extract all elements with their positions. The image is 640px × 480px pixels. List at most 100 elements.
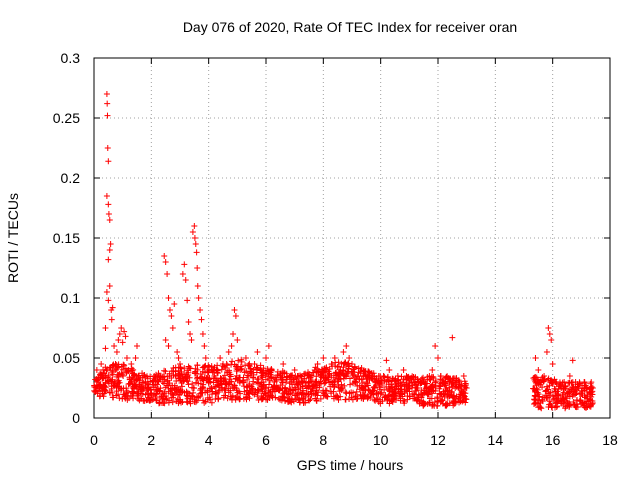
data-point xyxy=(259,386,266,393)
data-point xyxy=(338,381,345,388)
data-point xyxy=(129,385,136,391)
data-point xyxy=(374,379,381,385)
data-point xyxy=(169,399,176,406)
data-point xyxy=(291,367,298,373)
data-point xyxy=(392,391,398,397)
data-point xyxy=(589,397,596,404)
data-point xyxy=(118,325,125,331)
data-point xyxy=(314,392,321,399)
data-point xyxy=(145,385,152,391)
data-point xyxy=(572,379,579,385)
data-point xyxy=(229,358,236,365)
data-point xyxy=(365,394,372,401)
data-point xyxy=(561,386,568,393)
data-point xyxy=(166,307,173,313)
data-point xyxy=(295,381,302,388)
data-point xyxy=(98,361,105,367)
data-point xyxy=(157,375,164,382)
data-point xyxy=(586,391,593,397)
data-point xyxy=(343,343,350,349)
data-point xyxy=(192,399,199,406)
data-point xyxy=(365,368,372,375)
data-point xyxy=(216,387,223,394)
data-point xyxy=(308,372,315,379)
data-point xyxy=(275,395,282,402)
data-point xyxy=(296,395,303,402)
data-point xyxy=(211,383,218,390)
data-point xyxy=(326,379,333,385)
data-point xyxy=(335,359,342,366)
data-point xyxy=(169,391,176,398)
x-tick-label: 2 xyxy=(147,432,155,448)
data-point xyxy=(302,399,309,406)
data-point xyxy=(463,396,470,403)
x-tick-label: 8 xyxy=(319,432,327,448)
grid xyxy=(94,58,610,418)
data-point xyxy=(152,393,159,400)
data-point xyxy=(162,368,169,375)
data-point xyxy=(386,367,393,373)
data-point xyxy=(156,388,163,395)
data-point xyxy=(208,399,215,406)
data-point xyxy=(546,382,553,389)
data-point xyxy=(342,389,349,396)
data-point xyxy=(201,343,208,349)
data-point xyxy=(584,385,591,391)
data-point xyxy=(550,393,557,400)
data-point xyxy=(457,391,464,397)
data-point xyxy=(192,368,199,375)
data-point xyxy=(200,381,207,388)
data-point xyxy=(347,381,354,388)
data-point xyxy=(311,367,318,373)
data-point xyxy=(206,394,213,401)
y-tick-label: 0.1 xyxy=(61,290,81,306)
data-point xyxy=(121,328,128,335)
data-point xyxy=(255,396,262,403)
data-point xyxy=(199,331,206,337)
data-point xyxy=(446,400,453,407)
data-point xyxy=(134,343,140,349)
data-point xyxy=(103,289,110,295)
data-point xyxy=(321,392,328,399)
data-point xyxy=(269,384,276,391)
data-point xyxy=(565,401,572,408)
data-point xyxy=(122,333,129,340)
data-point xyxy=(132,355,139,361)
data-point xyxy=(139,370,146,377)
data-point xyxy=(282,397,289,404)
data-point xyxy=(429,367,436,373)
data-point xyxy=(393,397,400,404)
data-point xyxy=(587,389,594,396)
data-point xyxy=(551,376,558,383)
data-point xyxy=(379,376,386,383)
data-point xyxy=(383,383,390,390)
data-point xyxy=(581,404,588,411)
data-point xyxy=(171,301,178,307)
data-point xyxy=(163,393,170,400)
data-point xyxy=(274,385,281,391)
data-point xyxy=(409,382,416,389)
x-tick-label: 14 xyxy=(488,432,504,448)
data-point xyxy=(230,331,237,337)
data-point xyxy=(212,390,219,397)
data-point xyxy=(184,297,191,304)
data-point xyxy=(181,261,188,268)
data-point xyxy=(224,362,231,369)
data-point xyxy=(404,374,411,381)
data-point xyxy=(386,388,393,395)
data-point xyxy=(236,395,243,402)
data-point xyxy=(440,391,447,397)
data-point xyxy=(449,334,456,341)
data-point xyxy=(532,374,539,381)
data-point xyxy=(364,376,371,383)
data-point xyxy=(175,355,182,361)
data-point xyxy=(340,349,347,355)
data-point xyxy=(558,397,565,404)
data-point xyxy=(429,402,436,409)
data-point xyxy=(112,361,119,367)
data-point xyxy=(420,379,427,385)
data-point xyxy=(354,373,361,379)
data-point xyxy=(177,361,183,367)
data-point xyxy=(443,385,450,391)
data-point xyxy=(268,392,275,399)
